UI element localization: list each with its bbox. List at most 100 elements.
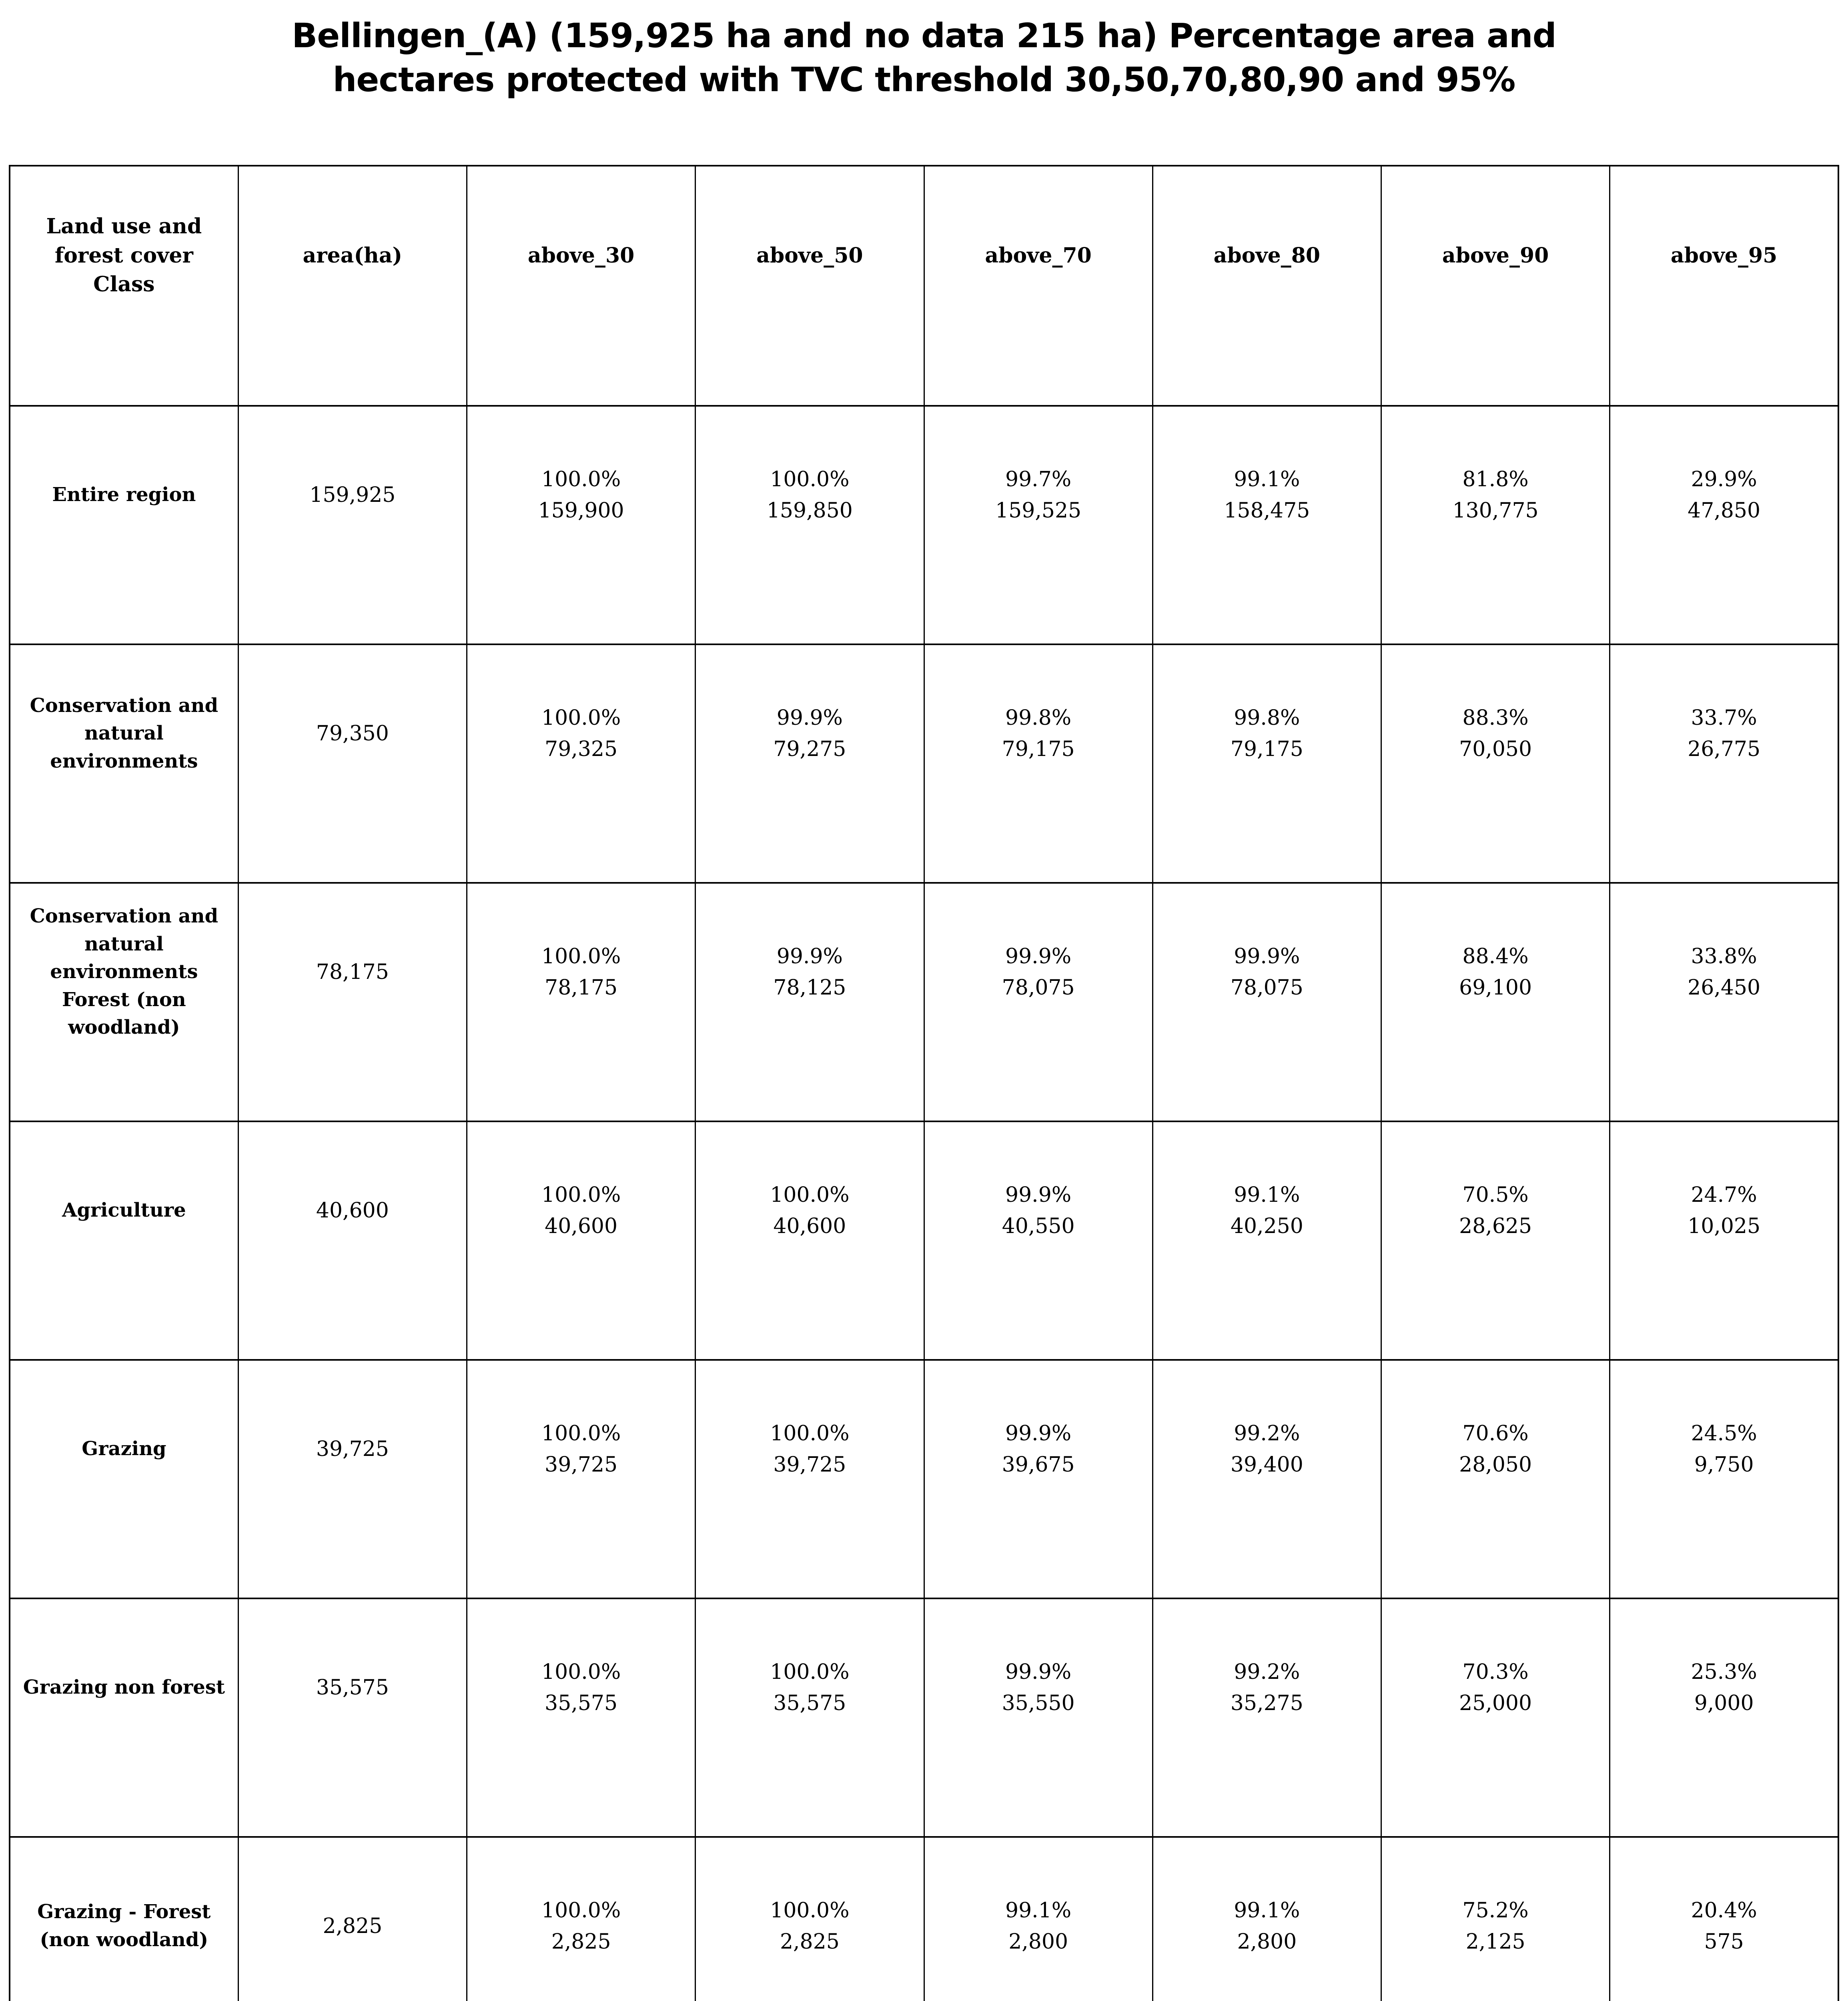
hectares-value: 40,250 <box>1230 1214 1303 1238</box>
percent-value: 70.5% <box>1462 1183 1529 1207</box>
hectares-value: 79,175 <box>1002 737 1075 761</box>
hectares-value: 159,900 <box>538 499 624 523</box>
threshold-cell: 70.6% 28,050 <box>1380 1359 1611 1599</box>
hectares-value: 159,525 <box>995 499 1082 523</box>
percent-value: 99.1% <box>1234 1183 1300 1207</box>
page-title-line1: Bellingen_(A) (159,925 ha and no data 21… <box>292 16 1557 55</box>
hectares-value: 35,275 <box>1230 1691 1303 1715</box>
column-header: above_95 <box>1609 165 1839 407</box>
hectares-value: 78,075 <box>1002 976 1075 1000</box>
threshold-cell: 100.0% 159,900 <box>466 405 696 645</box>
threshold-cell: 99.2% 35,275 <box>1152 1598 1382 1838</box>
column-header: above_50 <box>695 165 925 407</box>
hectares-value: 69,100 <box>1459 976 1532 1000</box>
percent-value: 99.1% <box>1234 467 1300 491</box>
threshold-cell: 100.0% 2,825 <box>466 1836 696 2001</box>
percent-value: 100.0% <box>541 1422 621 1446</box>
threshold-cell: 100.0% 159,850 <box>695 405 925 645</box>
hectares-value: 9,000 <box>1694 1691 1754 1715</box>
table-body: Entire region 159,925 100.0% 159,900 100.0% 1… <box>9 405 1839 2001</box>
threshold-cell: 99.1% 2,800 <box>923 1836 1153 2001</box>
hectares-value: 70,050 <box>1459 737 1532 761</box>
hectares-value: 39,675 <box>1002 1453 1075 1477</box>
percent-value: 99.2% <box>1234 1422 1300 1446</box>
threshold-cell: 99.9% 79,275 <box>695 644 925 884</box>
column-header: above_30 <box>466 165 696 407</box>
land-use-protection-table: Land use and forest cover Class area(ha) a… <box>9 165 1839 2001</box>
threshold-cell: 70.5% 28,625 <box>1380 1121 1611 1361</box>
threshold-cell: 99.1% 158,475 <box>1152 405 1382 645</box>
percent-value: 24.5% <box>1691 1422 1757 1446</box>
threshold-cell: 99.9% 39,675 <box>923 1359 1153 1599</box>
percent-value: 100.0% <box>541 1660 621 1684</box>
hectares-value: 130,775 <box>1452 499 1539 523</box>
hectares-value: 35,550 <box>1002 1691 1075 1715</box>
hectares-value: 79,275 <box>773 737 846 761</box>
hectares-value: 2,825 <box>780 1930 840 1954</box>
threshold-cell: 100.0% 35,575 <box>466 1598 696 1838</box>
hectares-value: 9,750 <box>1694 1453 1754 1477</box>
percent-value: 100.0% <box>541 706 621 730</box>
percent-value: 99.9% <box>776 706 843 730</box>
area-cell: 40,600 <box>237 1121 468 1361</box>
threshold-cell: 25.3% 9,000 <box>1609 1598 1839 1838</box>
page-title-line2: hectares protected with TVC threshold 30… <box>333 60 1516 99</box>
threshold-cell: 99.9% 78,075 <box>923 882 1153 1122</box>
percent-value: 29.9% <box>1691 467 1757 491</box>
threshold-cell: 33.8% 26,450 <box>1609 882 1839 1122</box>
threshold-cell: 88.3% 70,050 <box>1380 644 1611 884</box>
table-row: Agriculture 40,600 100.0% 40,600 100.0% 40,60… <box>9 1121 1839 1361</box>
threshold-cell: 99.9% 40,550 <box>923 1121 1153 1361</box>
page-title: Bellingen_(A) (159,925 ha and no data 21… <box>0 0 1848 102</box>
threshold-cell: 70.3% 25,000 <box>1380 1598 1611 1838</box>
percent-value: 33.7% <box>1691 706 1757 730</box>
hectares-value: 40,600 <box>545 1214 618 1238</box>
hectares-value: 47,850 <box>1688 499 1761 523</box>
threshold-cell: 75.2% 2,125 <box>1380 1836 1611 2001</box>
hectares-value: 26,775 <box>1688 737 1761 761</box>
column-header: above_70 <box>923 165 1153 407</box>
row-label: Grazing - Forest (non woodland) <box>9 1836 239 2001</box>
hectares-value: 78,125 <box>773 976 846 1000</box>
percent-value: 99.9% <box>1005 1183 1072 1207</box>
threshold-cell: 33.7% 26,775 <box>1609 644 1839 884</box>
row-label: Agriculture <box>9 1121 239 1361</box>
threshold-cell: 81.8% 130,775 <box>1380 405 1611 645</box>
threshold-cell: 99.1% 40,250 <box>1152 1121 1382 1361</box>
threshold-cell: 99.9% 78,075 <box>1152 882 1382 1122</box>
table-head: Land use and forest cover Class area(ha) a… <box>9 165 1839 407</box>
hectares-value: 79,325 <box>545 737 618 761</box>
threshold-cell: 99.7% 159,525 <box>923 405 1153 645</box>
percent-value: 70.3% <box>1462 1660 1529 1684</box>
hectares-value: 40,550 <box>1002 1214 1075 1238</box>
threshold-cell: 99.9% 35,550 <box>923 1598 1153 1838</box>
hectares-value: 28,625 <box>1459 1214 1532 1238</box>
hectares-value: 39,400 <box>1230 1453 1303 1477</box>
hectares-value: 40,600 <box>773 1214 846 1238</box>
row-label: Conservation and natural environments Fo… <box>9 882 239 1122</box>
hectares-value: 28,050 <box>1459 1453 1532 1477</box>
percent-value: 81.8% <box>1462 467 1529 491</box>
hectares-value: 35,575 <box>545 1691 618 1715</box>
threshold-cell: 99.2% 39,400 <box>1152 1359 1382 1599</box>
percent-value: 33.8% <box>1691 944 1757 968</box>
table-row: Entire region 159,925 100.0% 159,900 100.0% 1… <box>9 405 1839 645</box>
hectares-value: 2,825 <box>551 1930 611 1954</box>
threshold-cell: 100.0% 78,175 <box>466 882 696 1122</box>
percent-value: 99.7% <box>1005 467 1072 491</box>
threshold-cell: 24.5% 9,750 <box>1609 1359 1839 1599</box>
percent-value: 100.0% <box>770 1183 850 1207</box>
percent-value: 88.3% <box>1462 706 1529 730</box>
percent-value: 100.0% <box>770 467 850 491</box>
threshold-cell: 100.0% 39,725 <box>466 1359 696 1599</box>
percent-value: 99.8% <box>1234 706 1300 730</box>
hectares-value: 2,125 <box>1465 1930 1525 1954</box>
table-row: Grazing 39,725 100.0% 39,725 100.0% 39,725 99.… <box>9 1359 1839 1599</box>
percent-value: 99.9% <box>1005 944 1072 968</box>
table-row: Conservation and natural environments Fo… <box>9 882 1839 1122</box>
threshold-cell: 88.4% 69,100 <box>1380 882 1611 1122</box>
threshold-cell: 99.8% 79,175 <box>1152 644 1382 884</box>
percent-value: 99.9% <box>1005 1660 1072 1684</box>
percent-value: 99.1% <box>1234 1899 1300 1923</box>
hectares-value: 2,800 <box>1237 1930 1297 1954</box>
